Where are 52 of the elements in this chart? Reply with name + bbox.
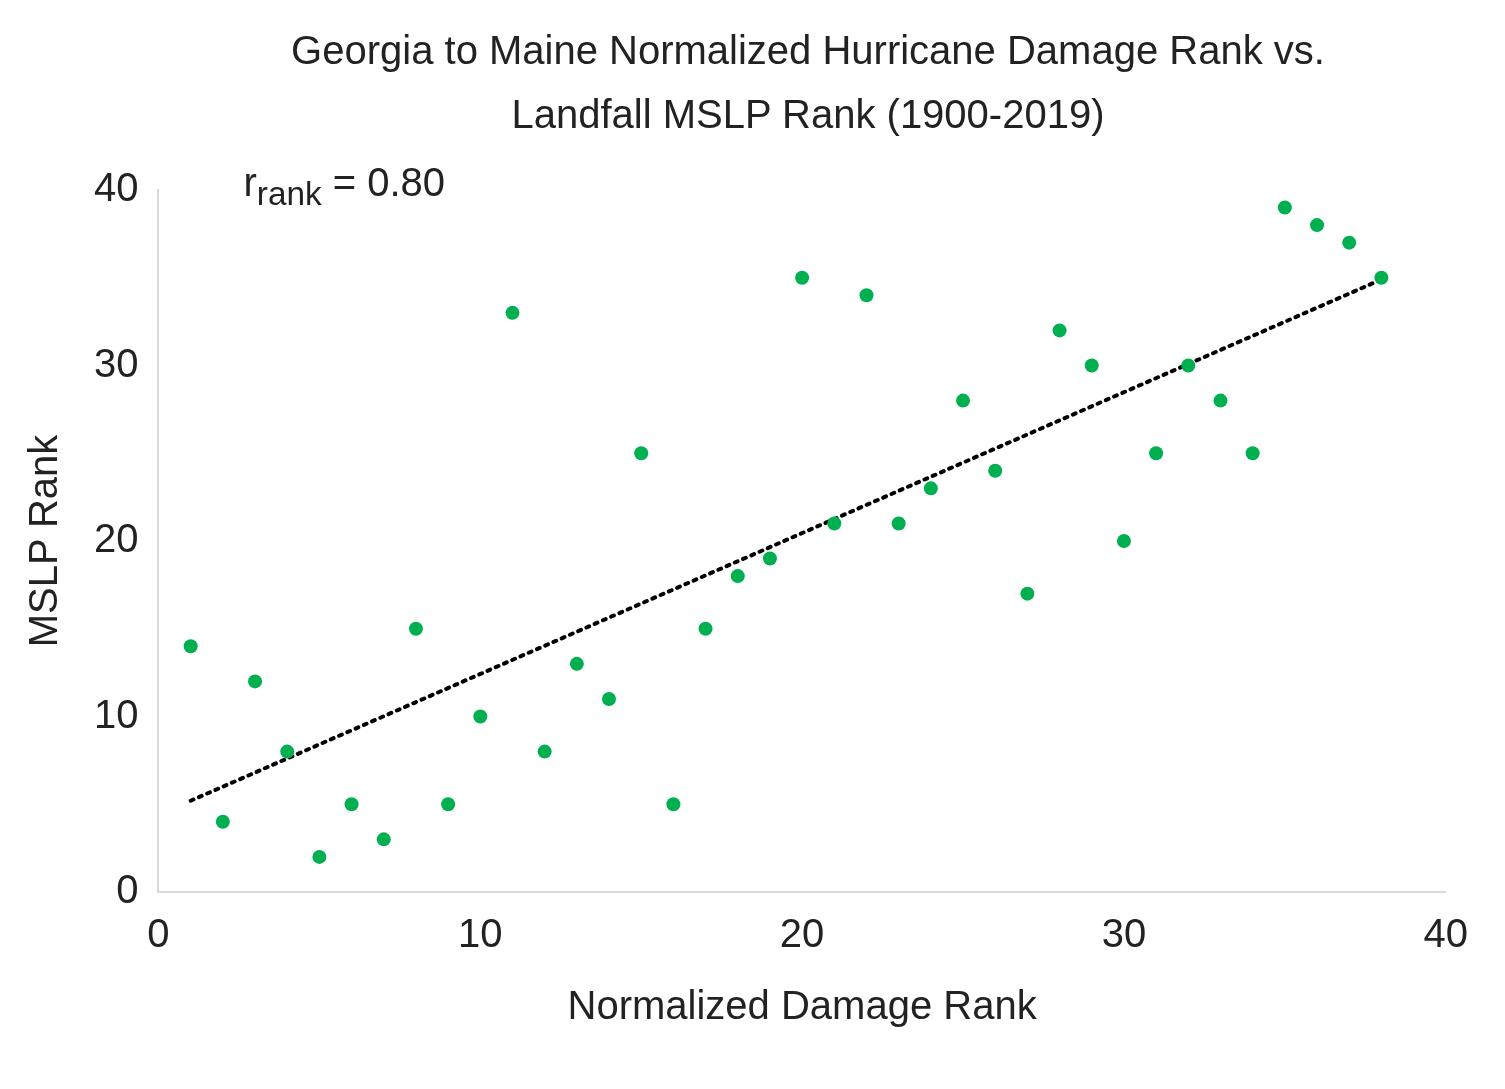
point — [441, 797, 456, 812]
point — [312, 849, 327, 864]
point — [988, 463, 1003, 478]
point — [1052, 323, 1067, 338]
point — [1116, 534, 1131, 548]
point — [183, 639, 198, 654]
point — [634, 446, 649, 461]
point — [666, 797, 681, 812]
point — [923, 481, 938, 496]
point — [1213, 393, 1228, 408]
point — [698, 621, 713, 636]
point — [1245, 446, 1260, 461]
x-axis-title: Normalized Damage Rank — [567, 983, 1038, 1028]
point — [956, 393, 971, 408]
point — [891, 516, 906, 531]
point — [505, 305, 520, 320]
point — [408, 621, 423, 636]
y-tick-label: 0 — [116, 867, 139, 912]
y-tick-label: 10 — [93, 691, 139, 736]
x-tick-label: 10 — [458, 911, 503, 956]
x-tick-label: 40 — [1423, 911, 1468, 956]
x-tick-label: 20 — [779, 911, 825, 956]
point — [730, 569, 745, 584]
point — [1310, 218, 1325, 233]
point — [473, 709, 488, 724]
point — [1020, 586, 1035, 601]
point — [859, 288, 874, 303]
point — [280, 744, 295, 759]
point — [537, 744, 552, 759]
point — [248, 674, 263, 689]
y-tick-label: 40 — [93, 165, 139, 210]
y-tick-label: 30 — [93, 340, 139, 385]
y-tick-label: 20 — [93, 516, 139, 561]
point — [762, 551, 777, 566]
chart-title: Georgia to Maine Normalized Hurricane Damage Rank vs. Landfall MSLP Rank (1900-2019) — [290, 27, 1326, 138]
point — [1277, 200, 1292, 215]
x-tick-label: 30 — [1101, 911, 1147, 956]
point — [215, 814, 230, 829]
point — [344, 797, 359, 812]
point — [376, 832, 391, 847]
point — [1149, 446, 1164, 461]
point — [827, 516, 842, 531]
annotation: r$_{rank}$ = 0.80 — [243, 160, 446, 213]
point — [602, 691, 617, 706]
point — [1374, 270, 1389, 285]
point — [1342, 235, 1357, 250]
point — [1084, 358, 1099, 373]
point — [795, 270, 810, 285]
x-tick-label: 0 — [147, 911, 170, 956]
point — [1181, 358, 1196, 373]
y-axis-title: MSLP Rank — [21, 433, 66, 648]
point — [569, 656, 584, 671]
